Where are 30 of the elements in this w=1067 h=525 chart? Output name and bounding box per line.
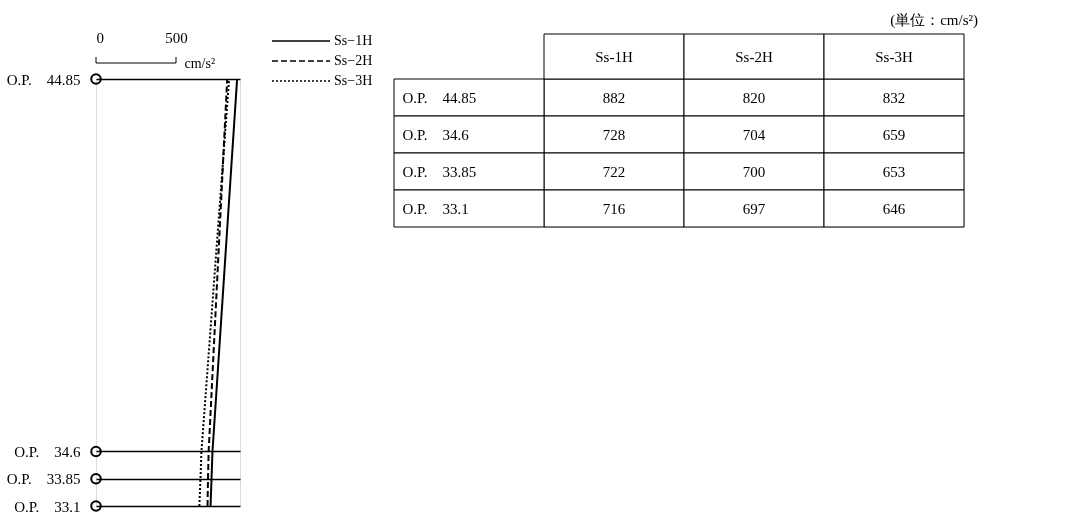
x-tick-label: 500 xyxy=(165,29,188,46)
x-tick-label: Ss-1H xyxy=(595,48,633,65)
data-label: 716 xyxy=(602,200,626,217)
legend-label: Ss−3H xyxy=(334,73,373,88)
legend-label: Ss−2H xyxy=(334,53,373,68)
data-label: 653 xyxy=(882,163,906,180)
legend-label: Ss−1H xyxy=(334,33,373,48)
text: (単位：cm/s²) xyxy=(890,12,978,29)
data-label: 722 xyxy=(602,163,626,180)
data-label: 820 xyxy=(742,89,766,106)
y-tick-label: O.P. 44.85 xyxy=(402,89,477,106)
y-tick-label: O.P. 33.85 xyxy=(6,471,81,488)
x-tick-label: Ss-2H xyxy=(735,48,773,65)
data-label: 646 xyxy=(882,200,906,217)
data-label: 882 xyxy=(602,89,626,106)
data-label: 704 xyxy=(742,126,766,143)
data-label: 832 xyxy=(882,89,906,106)
y-tick-label: O.P. 44.85 xyxy=(6,71,81,88)
data-label: 700 xyxy=(742,163,766,180)
data-label: 697 xyxy=(742,200,766,217)
x-tick-label: 0 xyxy=(96,29,104,46)
y-tick-label: O.P. 33.85 xyxy=(402,163,477,180)
x-axis-title: cm/s² xyxy=(184,55,216,71)
y-tick-label: O.P. 34.6 xyxy=(14,443,81,460)
x-tick-label: Ss-3H xyxy=(875,48,913,65)
y-tick-label: O.P. 34.6 xyxy=(402,126,470,143)
data-label: 659 xyxy=(882,126,906,143)
y-tick-label: O.P. 33.1 xyxy=(402,200,469,217)
y-tick-label: O.P. 33.1 xyxy=(14,498,81,515)
data-label: 728 xyxy=(602,126,626,143)
